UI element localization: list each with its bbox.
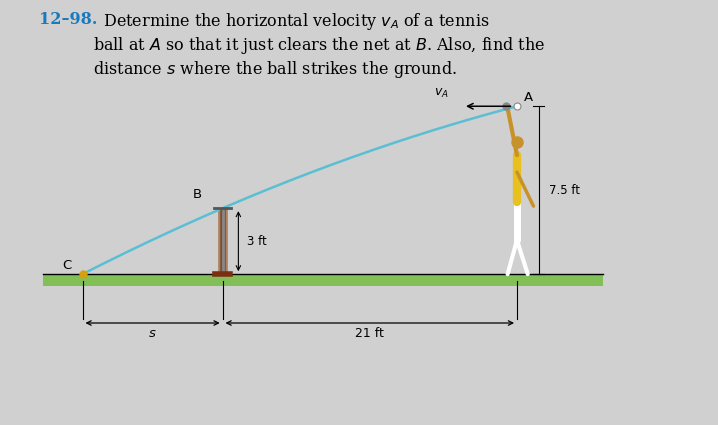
Text: C: C	[62, 259, 71, 272]
Text: $s$: $s$	[148, 326, 157, 340]
Text: B: B	[193, 187, 202, 201]
Text: Determine the horizontal velocity $v_A$ of a tennis
ball at $A$ so that it just : Determine the horizontal velocity $v_A$ …	[93, 11, 546, 79]
Text: 21 ft: 21 ft	[355, 326, 384, 340]
Text: $v_A$: $v_A$	[434, 87, 449, 100]
Bar	[43, 274, 603, 286]
Text: 12–98.: 12–98.	[39, 11, 98, 28]
Text: 3 ft: 3 ft	[247, 235, 267, 248]
Text: A: A	[524, 91, 533, 104]
Text: 7.5 ft: 7.5 ft	[549, 184, 580, 197]
